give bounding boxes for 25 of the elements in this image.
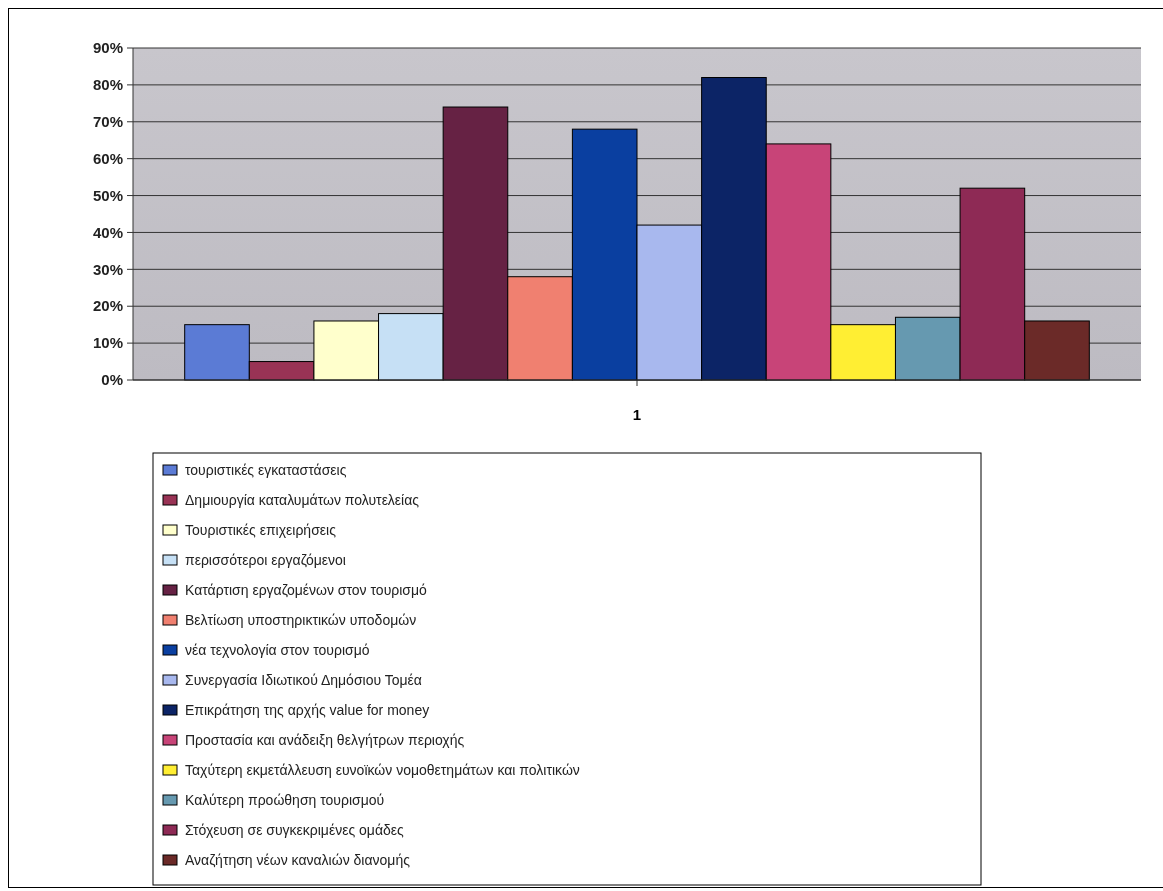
legend-label: Καλύτερη προώθηση τουρισμού bbox=[185, 791, 385, 808]
legend-label: Τουριστικές επιχειρήσεις bbox=[185, 521, 337, 538]
legend-label: Προστασία και ανάδειξη θελγήτρων περιοχής bbox=[185, 731, 465, 748]
legend-label: Επικράτηση της αρχής value for money bbox=[185, 701, 430, 718]
legend-label: περισσότεροι εργαζόμενοι bbox=[185, 551, 346, 568]
y-tick-label: 0% bbox=[101, 371, 123, 389]
y-tick-label: 10% bbox=[92, 334, 123, 352]
legend-label: τουριστικές εγκαταστάσεις bbox=[185, 461, 347, 478]
y-tick-label: 20% bbox=[92, 297, 123, 315]
legend-label: νέα τεχνολογία στον τουρισμό bbox=[185, 641, 370, 658]
y-tick-label: 30% bbox=[92, 260, 123, 278]
y-tick-label: 90% bbox=[92, 39, 123, 57]
y-tick-label: 40% bbox=[92, 223, 123, 241]
y-tick-label: 50% bbox=[92, 186, 123, 204]
y-tick-label: 60% bbox=[92, 149, 123, 167]
y-tick-label: 80% bbox=[92, 76, 123, 94]
legend-label: Συνεργασία Ιδιωτικού Δημόσιου Τομέα bbox=[185, 671, 422, 688]
legend-label: Κατάρτιση εργαζομένων στον τουρισμό bbox=[185, 581, 428, 598]
legend-label: Στόχευση σε συγκεκριμένες ομάδες bbox=[185, 821, 405, 838]
legend-label: Δημιουργία καταλυμάτων πολυτελείας bbox=[185, 491, 420, 508]
legend-label: Ταχύτερη εκμετάλλευση ευνοϊκών νομοθετημάτων και πολιτικών bbox=[185, 761, 580, 778]
legend-label: Βελτίωση υποστηρικτικών υποδομών bbox=[185, 611, 417, 628]
y-tick-label: 70% bbox=[92, 113, 123, 131]
legend-label: Αναζήτηση νέων καναλιών διανομής bbox=[185, 851, 411, 868]
x-tick-label: 1 bbox=[632, 406, 642, 423]
